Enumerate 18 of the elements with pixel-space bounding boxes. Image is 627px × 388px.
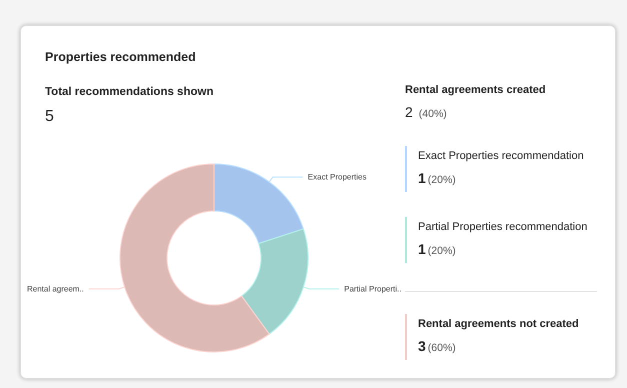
chart-title: Properties recommended bbox=[45, 50, 196, 64]
slice-label: Rental agreem.. bbox=[26, 284, 84, 294]
text: 5 bbox=[45, 108, 54, 126]
text: (20%) bbox=[428, 245, 456, 257]
text: (40%) bbox=[418, 108, 447, 120]
text: Exact Properties recommendation bbox=[418, 150, 584, 162]
text: Rental agreements not created bbox=[418, 318, 579, 330]
text: 3 bbox=[418, 338, 426, 354]
text: Partial Properties recommendation bbox=[418, 221, 588, 233]
text: (20%) bbox=[428, 174, 456, 186]
text: 1 bbox=[418, 170, 426, 186]
slice-label: Partial Properti.. bbox=[344, 284, 402, 294]
text: 1 bbox=[418, 241, 426, 257]
text: (60%) bbox=[428, 342, 456, 354]
chart-subtitle: Total recommendations shown bbox=[45, 86, 214, 98]
text: Rental agreements created bbox=[405, 84, 546, 96]
slice-label: Exact Properties bbox=[308, 172, 366, 182]
text: 2 bbox=[405, 104, 413, 120]
